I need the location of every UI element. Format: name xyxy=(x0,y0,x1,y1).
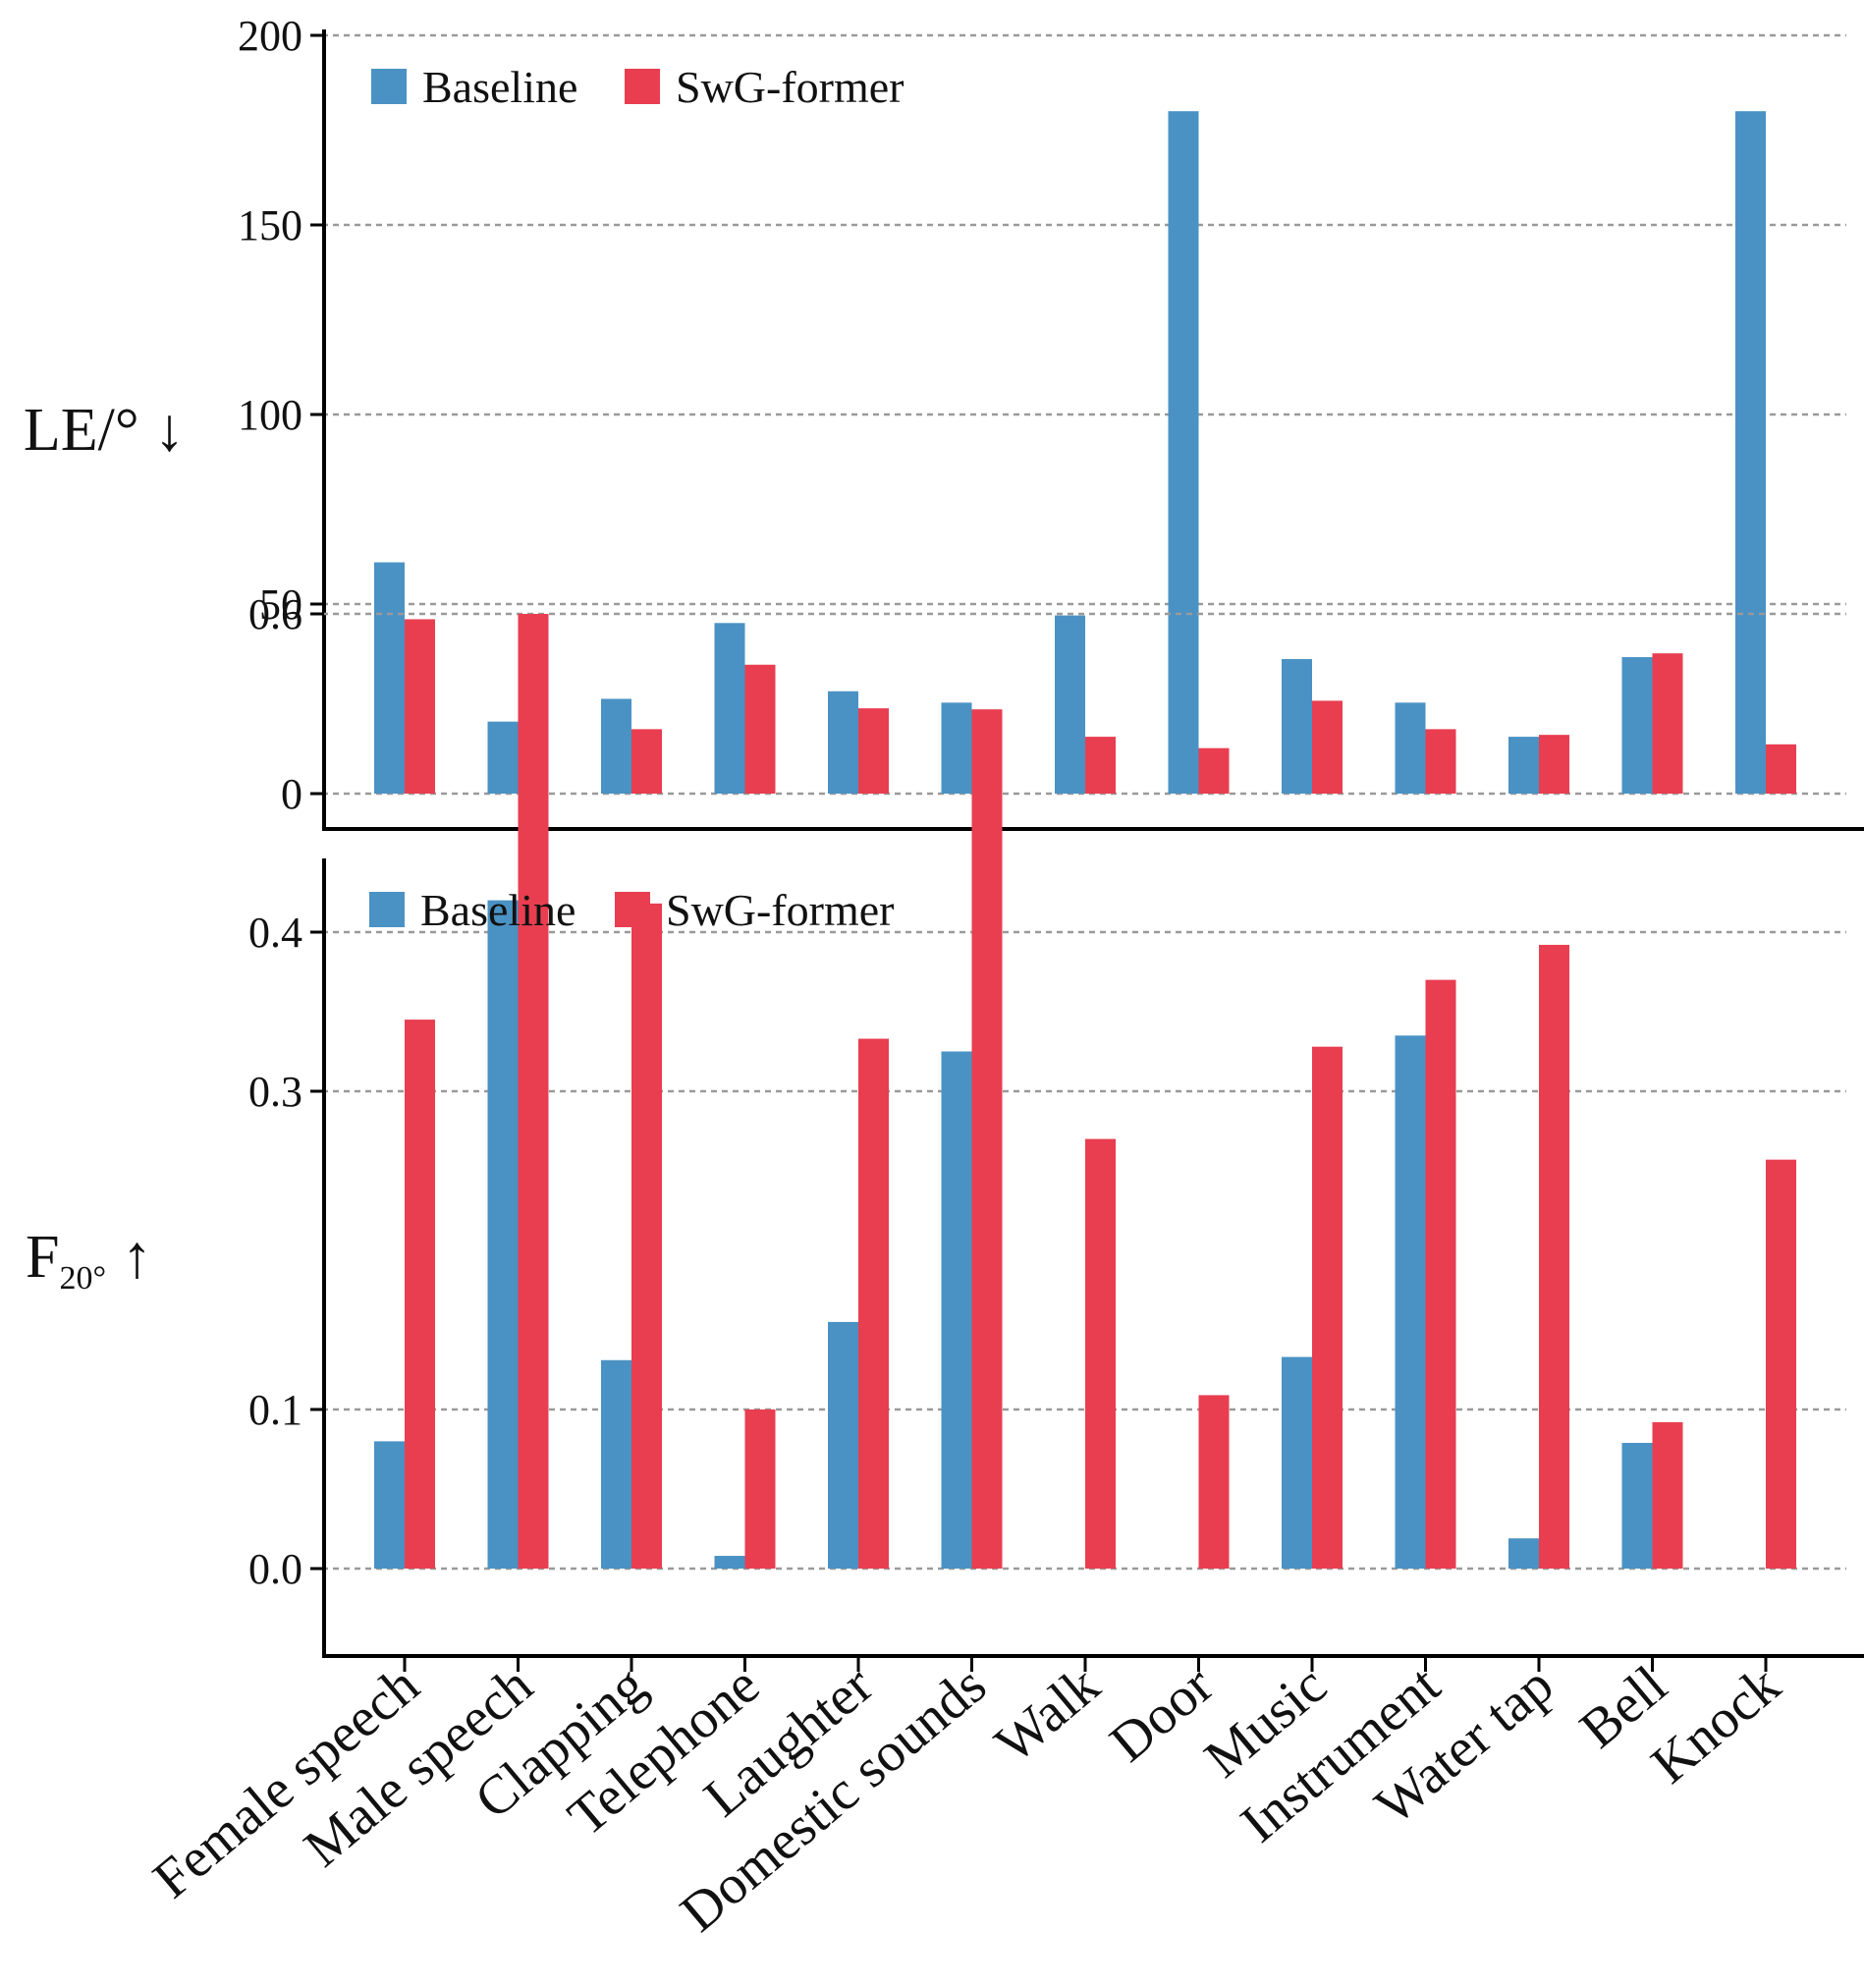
top-y-axis-label: LE/° ↓ xyxy=(24,397,185,464)
top-legend-swg-label: SwG-former xyxy=(676,62,905,112)
bottom-bar-swg-former-5 xyxy=(971,709,1003,1569)
top-bar-baseline-4 xyxy=(828,690,858,794)
top-y-tick-label: 100 xyxy=(238,391,302,439)
bottom-y-tick-label: 0.3 xyxy=(248,1068,302,1116)
bottom-bar-swg-former-8 xyxy=(1312,1046,1343,1569)
bottom-bar-swg-former-3 xyxy=(744,1409,776,1569)
top-bars xyxy=(374,111,1796,794)
bottom-legend: Baseline SwG-former xyxy=(369,885,895,935)
bottom-bar-swg-former-7 xyxy=(1198,1395,1230,1569)
top-bar-baseline-3 xyxy=(714,623,745,794)
top-bar-swg-former-0 xyxy=(405,619,435,794)
bottom-bar-swg-former-9 xyxy=(1425,979,1456,1569)
bottom-y-tick-label: 0.4 xyxy=(248,909,302,957)
top-bar-swg-former-6 xyxy=(1085,737,1116,794)
category-label-12: Knock xyxy=(1640,1654,1791,1795)
top-bar-baseline-9 xyxy=(1395,702,1426,794)
bottom-bar-baseline-2 xyxy=(601,1359,631,1569)
bottom-bar-swg-former-6 xyxy=(1085,1138,1116,1569)
top-bar-swg-former-3 xyxy=(744,664,776,794)
bottom-bar-swg-former-12 xyxy=(1766,1159,1796,1569)
bottom-x-ticks xyxy=(403,1656,1768,1672)
top-bar-swg-former-10 xyxy=(1539,735,1569,794)
bottom-bar-baseline-8 xyxy=(1282,1356,1312,1569)
top-y-tick-label: 200 xyxy=(238,12,302,60)
top-bar-baseline-0 xyxy=(374,562,405,794)
bottom-y-ticks: 0.0 0.1 0.3 0.4 0.6 xyxy=(248,590,324,1593)
top-bar-swg-former-7 xyxy=(1198,747,1230,794)
bottom-grid xyxy=(322,612,1846,1571)
top-panel: 0 50 100 150 200 LE/° ↓ Baseline SwG-former xyxy=(24,12,1864,831)
bottom-bar-baseline-9 xyxy=(1395,1035,1426,1569)
top-legend-baseline-swatch xyxy=(371,69,407,104)
top-bar-swg-former-11 xyxy=(1652,653,1683,794)
top-y-ticks: 0 50 100 150 200 xyxy=(238,12,324,818)
bottom-y-label-sub: 20° xyxy=(59,1260,106,1297)
top-y-tick-label: 150 xyxy=(238,201,302,249)
bottom-bar-swg-former-0 xyxy=(405,1020,435,1569)
top-bar-baseline-12 xyxy=(1735,111,1766,794)
bottom-y-label-main: F xyxy=(26,1224,59,1291)
top-bar-baseline-2 xyxy=(601,698,631,794)
top-bar-swg-former-2 xyxy=(631,729,662,794)
top-bar-baseline-5 xyxy=(941,702,972,794)
bottom-y-tick-label: 0.6 xyxy=(248,590,302,638)
bottom-legend-baseline-label: Baseline xyxy=(420,885,576,935)
bottom-bar-baseline-1 xyxy=(487,900,519,1569)
top-legend-swg-swatch xyxy=(625,69,660,104)
top-bar-baseline-7 xyxy=(1168,111,1199,794)
bottom-y-label-arrow: ↑ xyxy=(122,1224,152,1291)
bottom-y-tick-label: 0.1 xyxy=(248,1386,302,1434)
bottom-bar-baseline-4 xyxy=(828,1321,858,1569)
top-bar-swg-former-4 xyxy=(858,708,889,794)
bottom-y-axis-label: F20° ↑ xyxy=(26,1224,152,1297)
bottom-bars xyxy=(374,614,1796,1569)
bottom-bar-swg-former-2 xyxy=(631,903,662,1569)
top-bar-swg-former-12 xyxy=(1766,744,1796,794)
bottom-bar-baseline-3 xyxy=(714,1556,745,1569)
bottom-y-tick-label: 0.0 xyxy=(248,1545,302,1593)
bottom-bar-swg-former-1 xyxy=(518,614,549,1569)
bottom-bar-swg-former-10 xyxy=(1539,944,1569,1569)
bottom-bar-swg-former-4 xyxy=(858,1038,889,1569)
top-legend: Baseline SwG-former xyxy=(371,62,905,112)
top-bar-baseline-6 xyxy=(1055,615,1085,794)
bottom-legend-swg-swatch xyxy=(615,892,650,927)
category-label-6: Walk xyxy=(984,1654,1111,1775)
bottom-legend-swg-label: SwG-former xyxy=(666,885,895,935)
top-bar-baseline-11 xyxy=(1621,657,1653,794)
bottom-bar-baseline-10 xyxy=(1508,1538,1539,1569)
top-bar-swg-former-9 xyxy=(1425,729,1456,794)
bottom-bar-baseline-5 xyxy=(941,1051,972,1569)
top-y-tick-label: 0 xyxy=(281,770,302,818)
bottom-panel: 0.0 0.1 0.3 0.4 0.6 F20° ↑ Baseline SwG-forme… xyxy=(26,590,1864,1672)
top-bar-baseline-10 xyxy=(1508,737,1539,794)
bottom-bar-baseline-11 xyxy=(1621,1443,1653,1569)
top-y-tick-label: 50 xyxy=(259,580,302,629)
top-bar-swg-former-8 xyxy=(1312,700,1343,794)
bottom-bar-swg-former-11 xyxy=(1652,1421,1683,1569)
bottom-legend-baseline-swatch xyxy=(369,892,405,927)
top-bar-baseline-8 xyxy=(1282,658,1312,794)
top-bar-baseline-1 xyxy=(487,721,519,794)
bottom-bar-baseline-0 xyxy=(374,1441,405,1569)
top-legend-baseline-label: Baseline xyxy=(422,62,577,112)
